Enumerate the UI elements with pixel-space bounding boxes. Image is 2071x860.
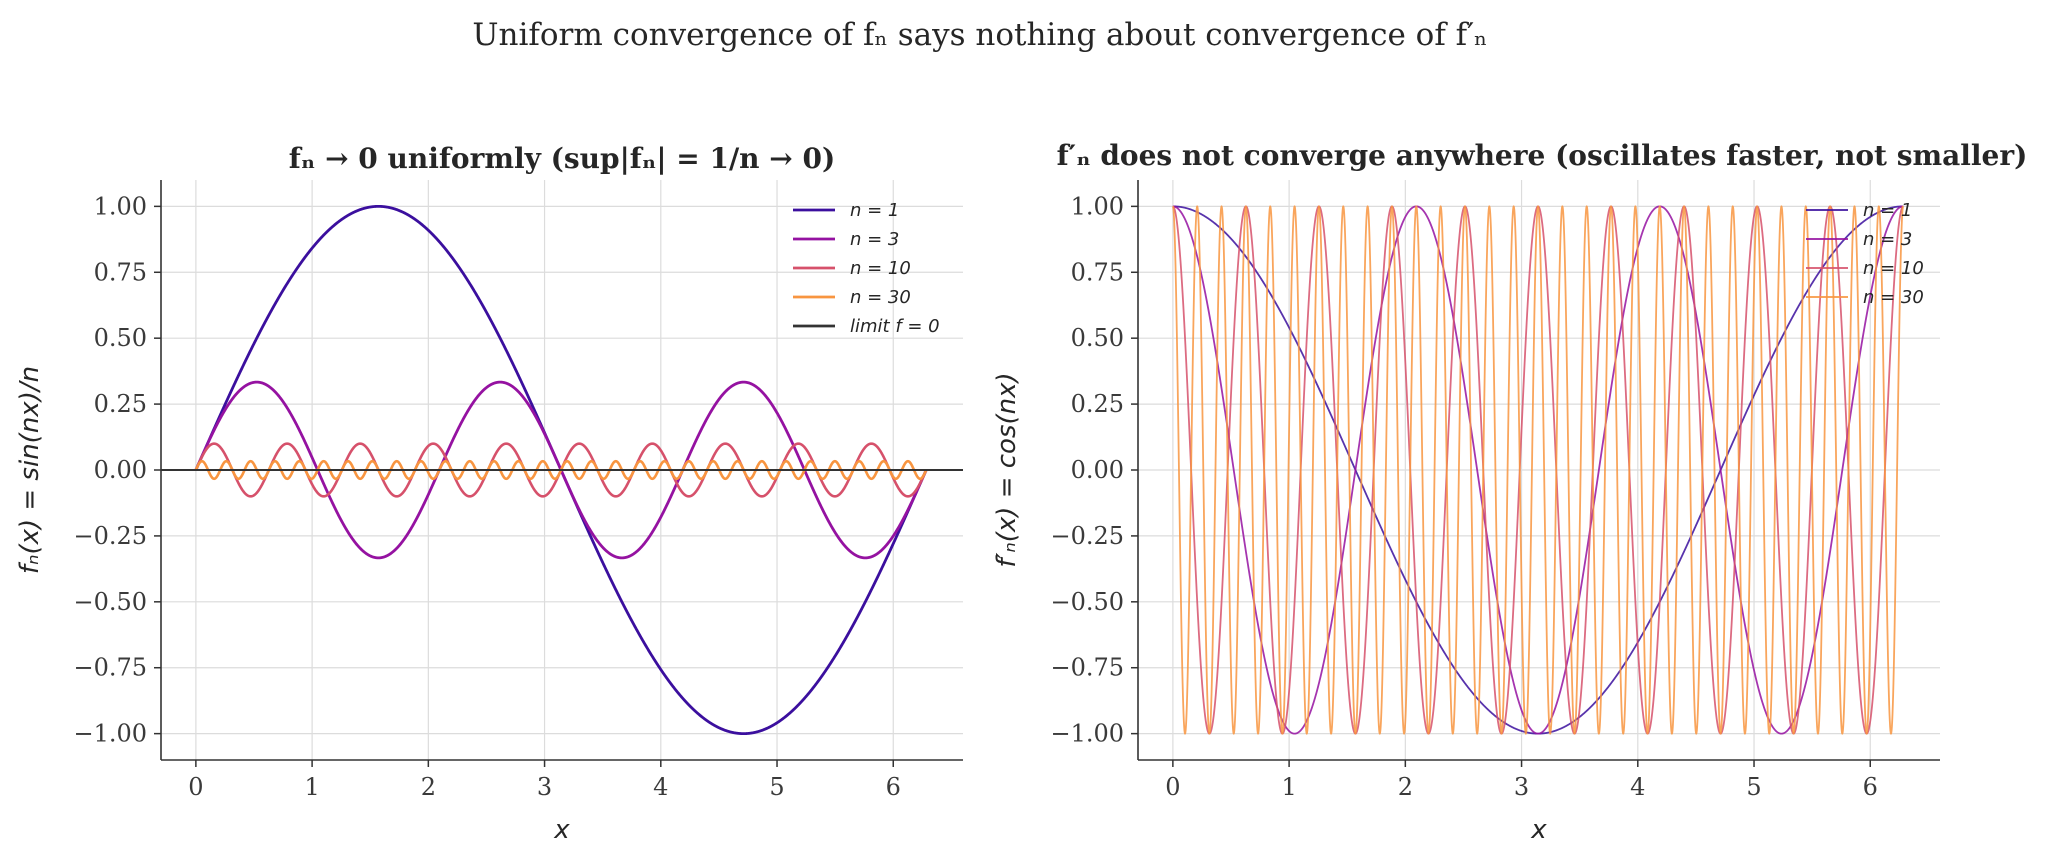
y-tick-label: 0.50 bbox=[1071, 324, 1124, 352]
legend-label: n = 10 bbox=[1863, 258, 1924, 279]
y-tick-label: 1.00 bbox=[94, 192, 147, 220]
series-line-n30 bbox=[1172, 205, 1905, 735]
legend-label: n = 1 bbox=[850, 200, 899, 221]
y-tick-label: 0.00 bbox=[1071, 456, 1124, 484]
y-tick-label: 0.75 bbox=[94, 258, 147, 286]
x-tick-label: 2 bbox=[1398, 773, 1413, 801]
y-tick-label: 0.25 bbox=[94, 390, 147, 418]
legend-label: n = 3 bbox=[1863, 229, 1912, 250]
left-tick-labels: 0 1 2 3 4 5 6 1.00 0.75 0.50 0.25 0.00 −0.25 −0.50 −0.… bbox=[73, 192, 900, 801]
legend-label: n = 30 bbox=[1863, 287, 1924, 308]
figure-suptitle: Uniform convergence of fₙ says nothing a… bbox=[472, 17, 1487, 53]
left-panel-title: fₙ → 0 uniformly (sup|fₙ| = 1/n → 0) bbox=[289, 142, 835, 175]
x-tick-label: 5 bbox=[769, 773, 784, 801]
legend-label: limit f = 0 bbox=[850, 316, 940, 337]
left-series-lines bbox=[161, 204, 963, 736]
right-x-axis-label: x bbox=[1530, 815, 1547, 845]
x-tick-label: 5 bbox=[1746, 773, 1761, 801]
y-tick-label: −0.50 bbox=[1050, 588, 1124, 616]
x-tick-label: 4 bbox=[653, 773, 668, 801]
right-panel-title: f′ₙ does not converge anywhere (oscillat… bbox=[1057, 139, 2028, 172]
legend-label: n = 1 bbox=[1863, 200, 1912, 221]
y-tick-label: −1.00 bbox=[73, 720, 147, 748]
legend-label: n = 10 bbox=[850, 258, 911, 279]
y-tick-label: 0.75 bbox=[1071, 258, 1124, 286]
right-panel: 0 1 2 3 4 5 6 1.00 0.75 0.50 0.25 0.00 −0.25 −0.50 −0.… bbox=[992, 139, 2027, 845]
left-y-axis-label: fₙ(x) = sin(nx)/n bbox=[15, 366, 45, 574]
x-tick-label: 1 bbox=[1281, 773, 1296, 801]
series-line-n3 bbox=[1172, 205, 1904, 735]
y-tick-label: 0.25 bbox=[1071, 390, 1124, 418]
y-tick-label: −0.25 bbox=[73, 522, 147, 550]
left-panel: 0 1 2 3 4 5 6 1.00 0.75 0.50 0.25 0.00 −0.25 −0.50 −0.… bbox=[15, 142, 963, 845]
y-tick-label: −1.00 bbox=[1050, 720, 1124, 748]
x-tick-label: 1 bbox=[304, 773, 319, 801]
x-tick-label: 3 bbox=[537, 773, 552, 801]
right-series-lines bbox=[1172, 205, 1905, 735]
legend-label: n = 3 bbox=[850, 229, 899, 250]
legend-label: n = 30 bbox=[850, 287, 911, 308]
right-tick-labels: 0 1 2 3 4 5 6 1.00 0.75 0.50 0.25 0.00 −0.25 −0.50 −0.… bbox=[1050, 192, 1877, 801]
right-y-axis-label: f′ₙ(x) = cos(nx) bbox=[992, 372, 1022, 567]
x-tick-label: 6 bbox=[1863, 773, 1878, 801]
x-tick-label: 3 bbox=[1514, 773, 1529, 801]
y-tick-label: −0.75 bbox=[1050, 654, 1124, 682]
y-tick-label: 0.00 bbox=[94, 456, 147, 484]
y-tick-label: 0.50 bbox=[94, 324, 147, 352]
left-axes bbox=[154, 180, 963, 767]
x-tick-label: 6 bbox=[886, 773, 901, 801]
x-tick-label: 0 bbox=[1165, 773, 1180, 801]
right-axes bbox=[1131, 180, 1940, 767]
x-tick-label: 4 bbox=[1630, 773, 1645, 801]
x-tick-label: 2 bbox=[421, 773, 436, 801]
x-tick-label: 0 bbox=[188, 773, 203, 801]
right-legend: n = 1 n = 3 n = 10 n = 30 bbox=[1806, 200, 1924, 308]
y-tick-label: 1.00 bbox=[1071, 192, 1124, 220]
left-legend: n = 1 n = 3 n = 10 n = 30 limit f = 0 bbox=[793, 200, 940, 337]
y-tick-label: −0.50 bbox=[73, 588, 147, 616]
y-tick-label: −0.75 bbox=[73, 654, 147, 682]
left-x-axis-label: x bbox=[553, 815, 570, 845]
y-tick-label: −0.25 bbox=[1050, 522, 1124, 550]
